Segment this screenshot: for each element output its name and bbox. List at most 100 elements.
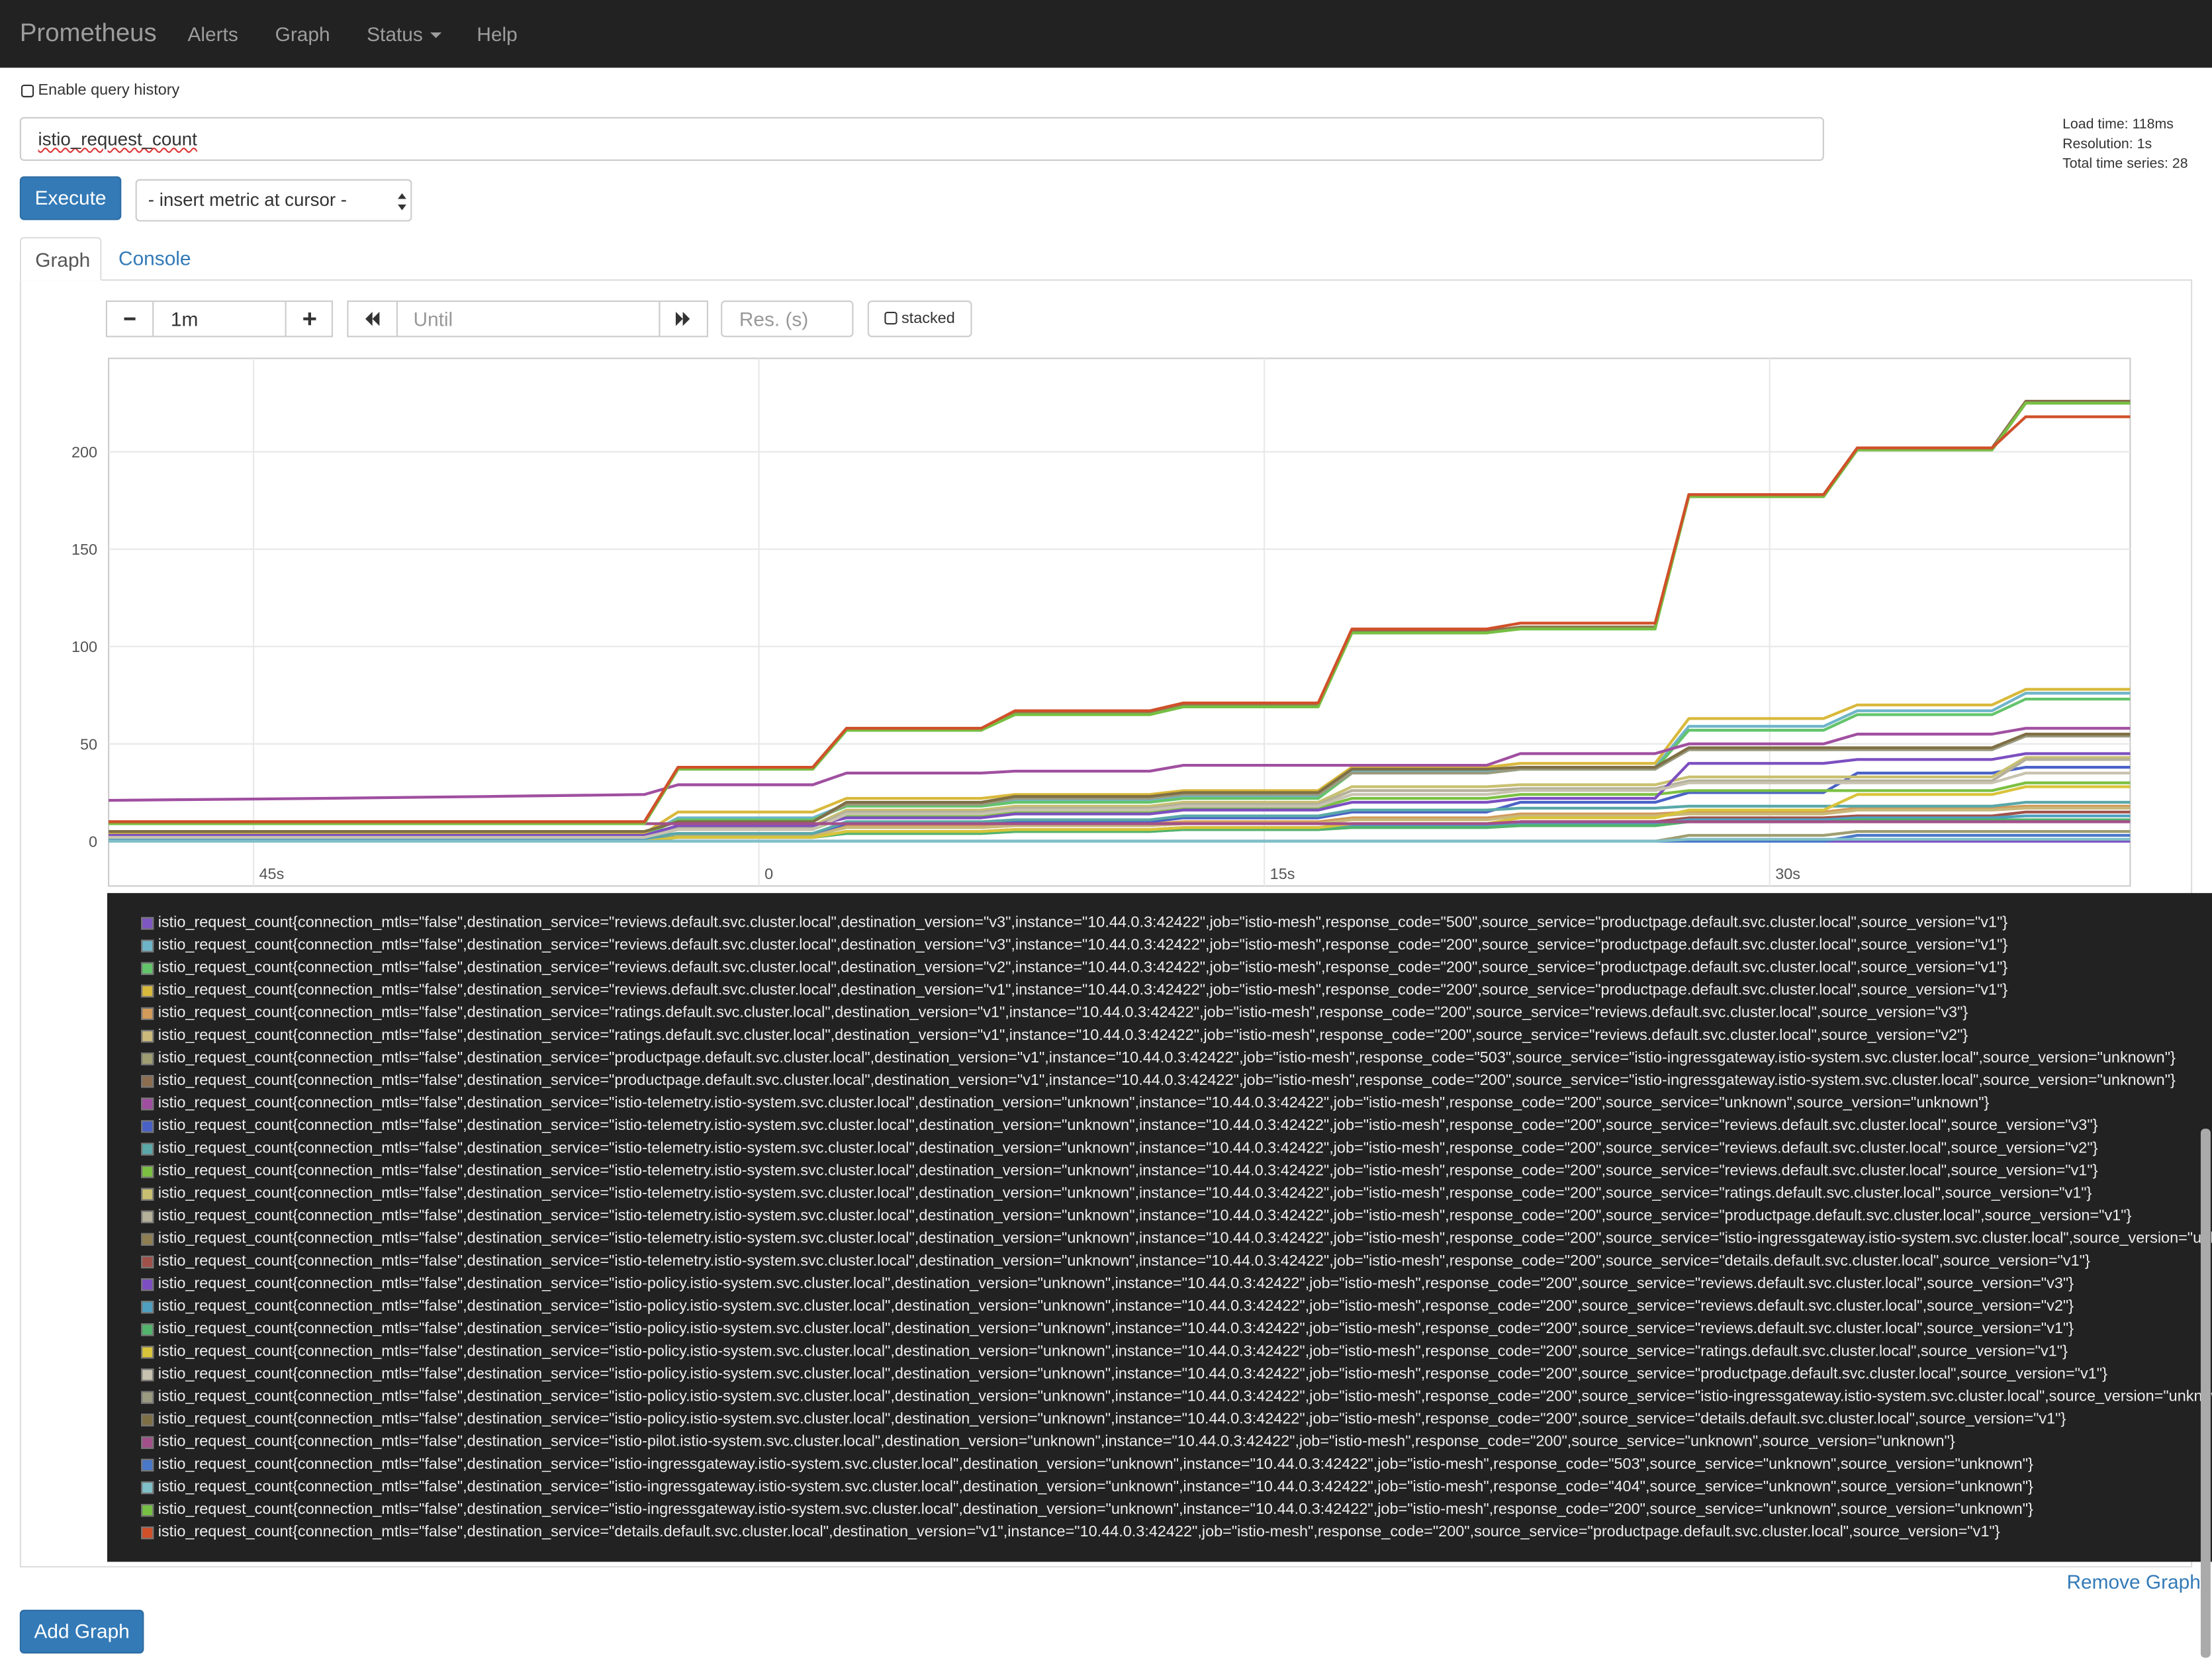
metric-select[interactable]: - insert metric at cursor -	[135, 179, 412, 222]
expression-input[interactable]: istio_request_count	[19, 117, 1824, 161]
legend-item[interactable]: istio_request_count{connection_mtls="fal…	[141, 1408, 2066, 1430]
legend-label: istio_request_count{connection_mtls="fal…	[158, 1207, 2132, 1225]
legend-item[interactable]: istio_request_count{connection_mtls="fal…	[141, 1070, 2176, 1092]
series-line	[109, 415, 2131, 823]
legend-swatch	[141, 1323, 154, 1336]
legend-item[interactable]: istio_request_count{connection_mtls="fal…	[141, 1092, 1989, 1115]
range-input[interactable]: 1m	[152, 300, 287, 338]
brand[interactable]: Prometheus	[19, 18, 157, 47]
series-line	[109, 727, 2131, 802]
checkbox-label: Enable query history	[38, 81, 180, 99]
legend-swatch	[141, 1029, 154, 1043]
minus-icon	[124, 317, 136, 320]
nav-link[interactable]: Help	[477, 23, 518, 46]
checkbox[interactable]	[21, 84, 34, 98]
y-tick-label: 100	[71, 638, 97, 655]
legend-item[interactable]: istio_request_count{connection_mtls="fal…	[141, 1250, 2090, 1272]
legend-item[interactable]: istio_request_count{connection_mtls="fal…	[141, 1047, 2176, 1069]
back-button[interactable]	[347, 300, 398, 338]
legend-swatch	[141, 1413, 154, 1426]
series-line	[109, 732, 2131, 833]
legend-label: istio_request_count{connection_mtls="fal…	[158, 1320, 2074, 1338]
legend-label: istio_request_count{connection_mtls="fal…	[158, 1027, 1968, 1045]
legend-item[interactable]: istio_request_count{connection_mtls="fal…	[141, 1227, 2212, 1250]
legend-label: istio_request_count{connection_mtls="fal…	[158, 1343, 2068, 1360]
range-text: 1m	[170, 307, 199, 330]
legend-swatch	[141, 1503, 154, 1517]
tab[interactable]: Console	[118, 246, 191, 270]
nav-link[interactable]: Graph	[275, 23, 330, 46]
x-tick-label: 45s	[259, 865, 285, 882]
legend-swatch	[141, 1187, 154, 1200]
plus-icon	[303, 312, 316, 326]
legend-item[interactable]: istio_request_count{connection_mtls="fal…	[141, 979, 2007, 1002]
legend-swatch	[141, 1074, 154, 1088]
expression-text: istio_request_count	[38, 128, 197, 150]
legend-item[interactable]: istio_request_count{connection_mtls="fal…	[141, 957, 2007, 979]
until-placeholder: Until	[413, 307, 453, 330]
legend-label: istio_request_count{connection_mtls="fal…	[158, 1275, 2074, 1293]
legend-label: istio_request_count{connection_mtls="fal…	[158, 1252, 2090, 1270]
execute-button[interactable]: Execute	[19, 176, 122, 220]
legend-item[interactable]: istio_request_count{connection_mtls="fal…	[141, 1475, 2033, 1498]
legend-swatch	[141, 1481, 154, 1494]
legend-label: istio_request_count{connection_mtls="fal…	[158, 1411, 2066, 1428]
legend-label: istio_request_count{connection_mtls="fal…	[158, 1388, 2212, 1405]
tab-active[interactable]: Graph	[19, 237, 102, 281]
legend-label: istio_request_count{connection_mtls="fal…	[158, 1433, 1955, 1451]
legend-swatch	[141, 1390, 154, 1403]
legend-item[interactable]: istio_request_count{connection_mtls="fal…	[141, 1318, 2074, 1340]
legend-label: istio_request_count{connection_mtls="fal…	[158, 1366, 2107, 1383]
legend-swatch	[141, 1526, 154, 1539]
legend-label: istio_request_count{connection_mtls="fal…	[158, 1140, 2098, 1157]
legend-item[interactable]: istio_request_count{connection_mtls="fal…	[141, 1115, 2097, 1137]
legend-item[interactable]: istio_request_count{connection_mtls="fal…	[141, 1340, 2068, 1363]
legend-label: istio_request_count{connection_mtls="fal…	[158, 1162, 2098, 1180]
nav-link[interactable]: Alerts	[187, 23, 238, 46]
series-line	[109, 800, 2131, 839]
range-plus[interactable]	[285, 300, 334, 338]
remove-graph-link[interactable]: Remove Graph	[2066, 1570, 2201, 1593]
add-graph-button[interactable]: Add Graph	[19, 1609, 144, 1654]
chart: 0 50 100 150 200 45s 0 15s 30s	[71, 357, 2131, 887]
legend-swatch	[141, 1142, 154, 1155]
y-tick-label: 0	[89, 833, 97, 850]
stacked-button[interactable]: stacked	[867, 300, 972, 338]
legend-item[interactable]: istio_request_count{connection_mtls="fal…	[141, 934, 2007, 957]
legend-item[interactable]: istio_request_count{connection_mtls="fal…	[141, 1295, 2074, 1318]
back-icon	[365, 312, 380, 326]
series-line	[109, 785, 2131, 843]
legend-item[interactable]: istio_request_count{connection_mtls="fal…	[141, 1453, 2033, 1475]
legend-label: istio_request_count{connection_mtls="fal…	[158, 1478, 2033, 1496]
legend-label: istio_request_count{connection_mtls="fal…	[158, 1094, 1990, 1112]
legend-swatch	[141, 1255, 154, 1268]
legend-item[interactable]: istio_request_count{connection_mtls="fal…	[141, 1160, 2097, 1182]
legend-label: istio_request_count{connection_mtls="fal…	[158, 1501, 2033, 1518]
legend-item[interactable]: istio_request_count{connection_mtls="fal…	[141, 1430, 1955, 1453]
legend-swatch	[141, 1006, 154, 1020]
legend-item[interactable]: istio_request_count{connection_mtls="fal…	[141, 1385, 2212, 1408]
legend-swatch	[141, 916, 154, 929]
legend-label: istio_request_count{connection_mtls="fal…	[158, 959, 2008, 976]
legend-item[interactable]: istio_request_count{connection_mtls="fal…	[141, 1137, 2097, 1160]
legend-item[interactable]: istio_request_count{connection_mtls="fal…	[141, 1205, 2131, 1227]
legend-swatch	[141, 1278, 154, 1291]
y-tick-label: 200	[71, 443, 97, 461]
legend-item[interactable]: istio_request_count{connection_mtls="fal…	[141, 1363, 2107, 1385]
legend-swatch	[141, 1119, 154, 1133]
nav-dropdown[interactable]: Status	[367, 23, 441, 45]
legend-swatch	[141, 939, 154, 952]
legend-item[interactable]: istio_request_count{connection_mtls="fal…	[141, 1182, 2092, 1205]
forward-button[interactable]	[659, 300, 708, 338]
legend-swatch	[141, 961, 154, 974]
legend-item[interactable]: istio_request_count{connection_mtls="fal…	[141, 1002, 1968, 1024]
legend-item[interactable]: istio_request_count{connection_mtls="fal…	[141, 1024, 1968, 1047]
legend-item[interactable]: istio_request_count{connection_mtls="fal…	[141, 911, 2007, 934]
legend-item[interactable]: istio_request_count{connection_mtls="fal…	[141, 1273, 2074, 1295]
x-tick-label: 0	[764, 865, 773, 882]
legend-item[interactable]: istio_request_count{connection_mtls="fal…	[141, 1499, 2033, 1521]
resolution-input[interactable]: Res. (s)	[721, 300, 854, 338]
legend-item[interactable]: istio_request_count{connection_mtls="fal…	[141, 1521, 2000, 1544]
legend-label: istio_request_count{connection_mtls="fal…	[158, 1117, 2098, 1135]
